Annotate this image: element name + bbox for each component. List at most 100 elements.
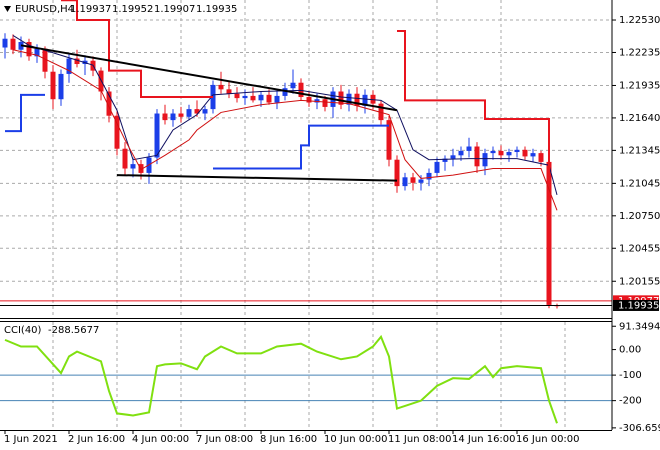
candle-body: [242, 95, 248, 99]
candle-body: [362, 94, 368, 106]
candle-body: [306, 97, 312, 103]
cci-title: CCI(40): [4, 325, 42, 336]
candle-body: [418, 179, 424, 183]
candle-body: [338, 91, 344, 105]
x-tick-label: 10 Jun 00:00: [324, 434, 388, 445]
y-tick-label: 1.20455: [619, 243, 660, 254]
candle-body: [546, 161, 552, 305]
x-tick-label: 8 Jun 16:00: [260, 434, 317, 445]
candle-body: [26, 42, 32, 57]
y-tick-label: -306.659: [619, 423, 660, 434]
candle-body: [114, 115, 120, 149]
candle-body: [402, 177, 408, 187]
candle-body: [162, 113, 168, 121]
candle-body: [138, 164, 144, 173]
candle-body: [258, 94, 264, 101]
candle-body: [298, 82, 304, 98]
candle-body: [218, 84, 224, 90]
candle-body: [130, 164, 136, 169]
candle-body: [194, 109, 200, 114]
candle-body: [274, 95, 280, 103]
candle-body: [314, 99, 320, 103]
candle-body: [202, 109, 208, 114]
candle-body: [522, 149, 528, 157]
candle-body: [10, 38, 16, 50]
y-tick-label: 1.21045: [619, 178, 660, 189]
ohlc-open: 1.19937: [70, 4, 111, 15]
indicator-line: [20, 44, 398, 112]
candle-body: [74, 58, 80, 65]
candle-body: [266, 94, 272, 103]
indicator-line: [12, 34, 558, 196]
candle-body: [458, 150, 464, 156]
candle-body: [226, 89, 232, 94]
candle-body: [410, 177, 416, 183]
candle-body: [58, 73, 64, 100]
candle-body: [250, 95, 256, 101]
candle-body: [354, 93, 360, 106]
indicator-line: [12, 49, 558, 211]
y-tick-label: 1.21935: [619, 80, 660, 91]
candle-body: [378, 103, 384, 121]
candle-body: [106, 91, 112, 116]
x-tick-label: 16 Jun 00:00: [516, 434, 580, 445]
candle-body: [234, 93, 240, 99]
candle-body: [474, 146, 480, 167]
y-tick-label: 1.21345: [619, 145, 660, 156]
indicator-line: [116, 174, 398, 182]
y-tick-label: -100: [619, 370, 642, 381]
candle-body: [50, 71, 56, 100]
ohlc-close: 1.19935: [196, 4, 237, 15]
candle-body: [154, 113, 160, 158]
x-tick-label: 7 Jun 08:00: [196, 434, 253, 445]
candle-body: [122, 148, 128, 169]
x-tick-label: 2 Jun 16:00: [68, 434, 125, 445]
candle-body: [450, 155, 456, 159]
price-label: 1.19935: [618, 300, 659, 311]
candle-body: [426, 172, 432, 180]
candle-body: [466, 146, 472, 151]
candle-body: [346, 93, 352, 105]
indicator-line: [61, 0, 550, 182]
candle-body: [530, 153, 536, 157]
x-tick-label: 1 Jun 2021: [4, 434, 58, 445]
cci-line: [4, 334, 558, 424]
price-panel: 1.22530 1.22235 1.21935 1.21640 1.21345 1.210…: [0, 0, 660, 318]
y-tick-label: 1.20750: [619, 211, 660, 222]
y-tick-label: 1.22530: [619, 15, 660, 26]
cci-value: -288.5677: [48, 325, 99, 336]
candle-body: [282, 88, 288, 96]
candle-body: [538, 153, 544, 162]
candle-body: [514, 149, 520, 153]
candle-body: [2, 38, 8, 48]
menu-triangle: [4, 6, 11, 12]
price-label-box: [613, 299, 659, 311]
candle-body: [434, 161, 440, 173]
cci-panel: 91.3494 0.00 -100 -200 -306.659: [0, 321, 660, 434]
candle-body: [498, 150, 504, 156]
indicator-line: [5, 93, 389, 170]
x-tick-label: 4 Jun 00:00: [132, 434, 189, 445]
y-tick-label: 91.3494: [619, 321, 660, 332]
candle-body: [482, 153, 488, 167]
candle-body: [170, 113, 176, 121]
x-tick-label: 11 Jun 08:00: [388, 434, 452, 445]
candle-body: [178, 113, 184, 117]
candle-body: [322, 99, 328, 107]
candle-body: [490, 150, 496, 154]
y-tick-label: 0.00: [619, 345, 641, 356]
candle-body: [34, 48, 40, 57]
ohlc-low: 1.19907: [154, 4, 195, 15]
candle-body: [290, 82, 296, 89]
candle-body: [442, 158, 448, 162]
candle-body: [186, 109, 192, 117]
candle-body: [42, 48, 48, 72]
candle-body: [386, 120, 392, 160]
x-tick-label: 14 Jun 16:00: [452, 434, 516, 445]
y-tick-label: 1.21640: [619, 113, 660, 124]
y-tick-label: 1.20155: [619, 276, 660, 287]
candle-body: [394, 159, 400, 187]
candle-body: [66, 58, 72, 74]
